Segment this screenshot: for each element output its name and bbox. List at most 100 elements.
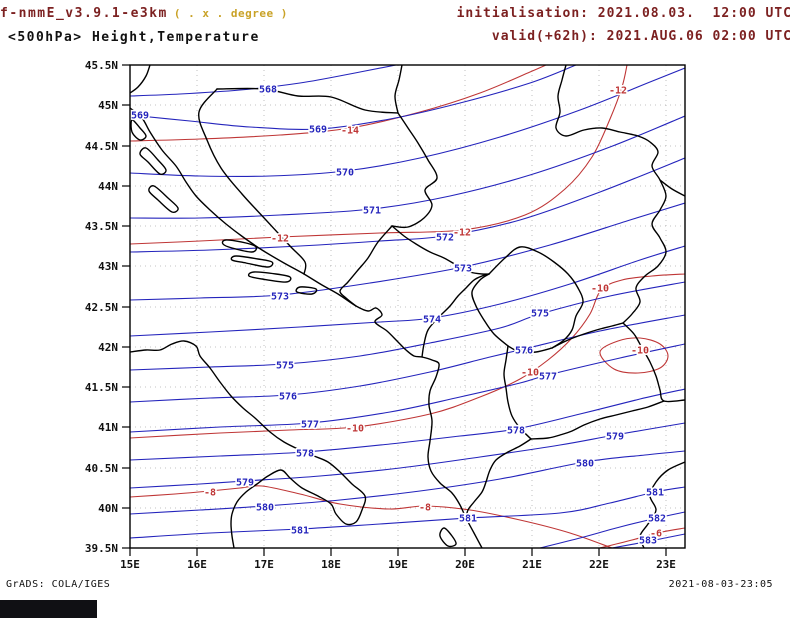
border-line <box>471 273 509 347</box>
border-line <box>130 119 147 141</box>
height-label-569: 569 <box>131 111 149 122</box>
temp-label--8: -8 <box>204 488 216 499</box>
height-contour-570 <box>130 67 685 178</box>
lon-label: 18E <box>321 558 341 571</box>
lat-label: 45N <box>98 99 118 112</box>
temp-contour--10 <box>130 273 685 439</box>
temp-label--10: -10 <box>591 284 609 295</box>
country-borders <box>130 65 685 548</box>
height-label-572: 572 <box>436 233 454 244</box>
field-title: <500hPa> Height,Temperature <box>8 30 260 45</box>
lon-label: 16E <box>187 558 207 571</box>
lat-label: 44.5N <box>85 140 118 153</box>
height-label-575: 575 <box>276 361 294 372</box>
height-label-573: 573 <box>454 264 472 275</box>
border-line <box>622 322 685 403</box>
temp-contour--12 <box>130 65 628 245</box>
height-label-580: 580 <box>576 459 594 470</box>
grads-stamp: GrADS: COLA/IGES <box>6 579 111 590</box>
model-title-text: f-nmmE_v3.9.1-e3km <box>0 6 168 21</box>
lon-label: 22E <box>589 558 609 571</box>
height-label-569: 569 <box>309 125 327 136</box>
height-contour-581 <box>130 486 685 539</box>
height-contour-573 <box>130 202 685 301</box>
lon-label: 21E <box>522 558 542 571</box>
lat-label: 40.5N <box>85 462 118 475</box>
height-label-573: 573 <box>271 292 289 303</box>
grid-lines <box>130 65 685 548</box>
height-label-576: 576 <box>279 392 297 403</box>
height-label-568: 568 <box>259 85 277 96</box>
border-line <box>221 239 258 253</box>
height-label-579: 579 <box>606 432 624 443</box>
initialisation-time: initialisation: 2021.08.03. 12:00 UTC <box>456 6 792 21</box>
height-contour-580 <box>130 450 685 515</box>
border-line <box>198 88 307 275</box>
border-line <box>216 87 399 114</box>
contour-labels: 568 569 569 570 571 572 573 573 574 575 575 576 576 5… <box>130 83 668 548</box>
valid-time: valid(+62h): 2021.AUG.06 02:00 UTC <box>491 29 792 44</box>
height-contour-572 <box>130 157 685 253</box>
height-label-577: 577 <box>539 372 557 383</box>
border-line <box>503 345 532 440</box>
height-label-582: 582 <box>648 514 666 525</box>
border-line <box>295 286 318 295</box>
border-line <box>391 225 490 275</box>
temp-contour--8 <box>130 485 613 548</box>
border-line <box>394 65 403 114</box>
border-line <box>465 438 532 519</box>
height-contour-575 <box>130 281 685 371</box>
height-label-571: 571 <box>363 206 381 217</box>
temp-label--12: -12 <box>609 86 627 97</box>
map-inner: 568 569 569 570 571 572 573 573 574 575 575 576 576 5… <box>130 65 685 548</box>
height-label-581: 581 <box>459 514 477 525</box>
temp-contour--10 <box>599 337 669 374</box>
temp-label--8: -8 <box>419 503 431 514</box>
model-title: f-nmmE_v3.9.1-e3km ( . x . degree ) <box>0 6 288 21</box>
border-line <box>530 400 665 440</box>
border-line <box>555 65 667 324</box>
border-line <box>639 461 685 548</box>
lon-label: 20E <box>455 558 475 571</box>
temp-contour--14 <box>130 65 547 142</box>
lat-label: 39.5N <box>85 542 118 555</box>
lon-label: 17E <box>254 558 274 571</box>
temp-contour--6 <box>599 527 685 548</box>
border-line <box>507 345 553 354</box>
temp-label--6: -6 <box>650 529 662 540</box>
temp-label--12: -12 <box>271 234 289 245</box>
bottom-left-dark-box <box>0 600 97 618</box>
lat-label: 42N <box>98 341 118 354</box>
height-contour-578 <box>130 388 685 461</box>
lat-label: 44N <box>98 180 118 193</box>
degree-label: ( . x . degree ) <box>173 7 288 20</box>
lat-label: 42.5N <box>85 301 118 314</box>
lat-label: 41.5N <box>85 381 118 394</box>
height-contour-582 <box>539 511 685 548</box>
border-line <box>130 340 367 548</box>
axes: 45.5N 45N 44.5N 44N 43.5N 43N 42.5N 42N 41.5N 41N… <box>85 59 676 571</box>
height-label-579: 579 <box>236 478 254 489</box>
lon-label: 19E <box>388 558 408 571</box>
border-line <box>421 273 490 358</box>
temperature-contours <box>130 65 685 548</box>
temp-label--10: -10 <box>346 424 364 435</box>
height-label-576: 576 <box>515 346 533 357</box>
height-label-578: 578 <box>507 426 525 437</box>
lon-label: 15E <box>120 558 140 571</box>
height-contour-577 <box>130 343 685 433</box>
border-line <box>659 179 685 197</box>
lat-label: 41N <box>98 421 118 434</box>
temp-label--12: -12 <box>453 228 471 239</box>
height-contour-574 <box>130 245 685 337</box>
creation-timestamp: 2021-08-03-23:05 <box>668 579 773 590</box>
height-contour-569 <box>130 65 577 130</box>
border-line <box>339 225 393 307</box>
height-label-574: 574 <box>423 315 441 326</box>
border-line <box>391 112 438 229</box>
lat-label: 45.5N <box>85 59 118 72</box>
border-line <box>439 527 457 548</box>
height-contour-579 <box>130 422 685 489</box>
